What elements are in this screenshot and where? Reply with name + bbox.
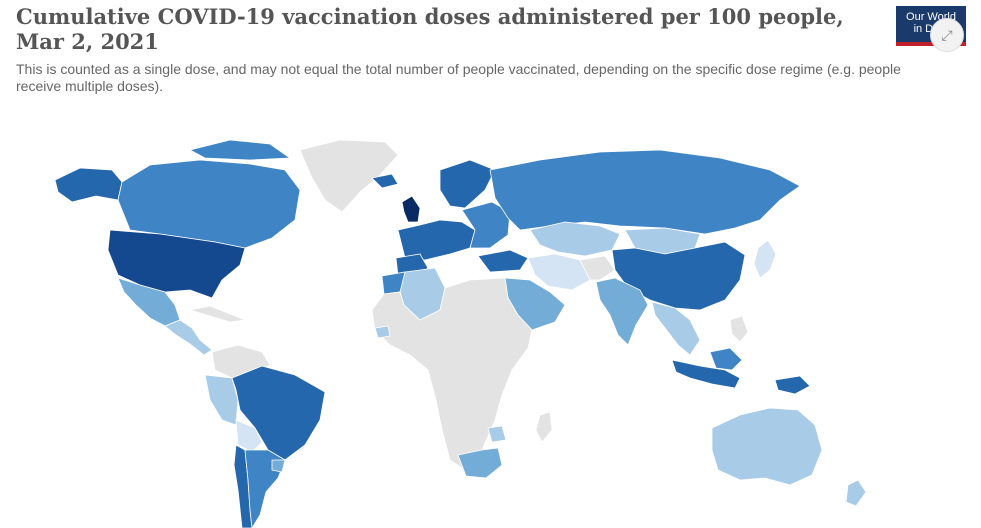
region-peru[interactable] — [204, 374, 239, 426]
region-madagascar[interactable] — [535, 411, 553, 443]
region-zimbabwe[interactable] — [487, 425, 507, 443]
region-afghanistan[interactable] — [579, 255, 616, 281]
region-southeast-asia[interactable] — [651, 301, 701, 356]
region-new-zealand[interactable] — [845, 479, 867, 507]
world-map[interactable] — [0, 130, 981, 528]
region-uk[interactable] — [401, 195, 421, 223]
region-caribbean[interactable] — [189, 305, 247, 323]
chart-title: Cumulative COVID-19 vaccination doses ad… — [16, 4, 844, 54]
region-scandinavia[interactable] — [439, 159, 496, 209]
region-papua[interactable] — [774, 375, 811, 395]
region-iceland[interactable] — [371, 173, 399, 189]
region-canada[interactable] — [117, 159, 301, 249]
region-canada-islands[interactable] — [188, 139, 292, 161]
expand-arrows-icon[interactable]: ⤢ — [930, 18, 964, 52]
region-africa[interactable] — [371, 277, 533, 471]
region-senegal[interactable] — [374, 325, 391, 339]
region-japan[interactable] — [753, 239, 777, 279]
region-turkey[interactable] — [477, 249, 529, 273]
region-iran[interactable] — [527, 253, 591, 291]
region-indonesia[interactable] — [671, 359, 741, 389]
region-alaska[interactable] — [54, 167, 123, 203]
region-borneo[interactable] — [709, 347, 743, 371]
region-kazakhstan[interactable] — [529, 221, 621, 257]
region-central-america[interactable] — [164, 319, 213, 356]
region-philippines[interactable] — [729, 315, 749, 343]
region-bolivia[interactable] — [235, 419, 263, 453]
region-usa[interactable] — [107, 229, 246, 299]
region-western-europe[interactable] — [397, 219, 476, 261]
region-brazil[interactable] — [231, 365, 326, 461]
region-india[interactable] — [595, 277, 649, 346]
region-greenland[interactable] — [299, 139, 399, 213]
region-eastern-europe[interactable] — [461, 201, 511, 249]
chart-subtitle: This is counted as a single dose, and ma… — [16, 61, 901, 94]
region-russia[interactable] — [489, 149, 801, 235]
region-uruguay[interactable] — [271, 459, 286, 473]
region-south-africa[interactable] — [457, 447, 503, 479]
region-australia[interactable] — [711, 407, 823, 486]
